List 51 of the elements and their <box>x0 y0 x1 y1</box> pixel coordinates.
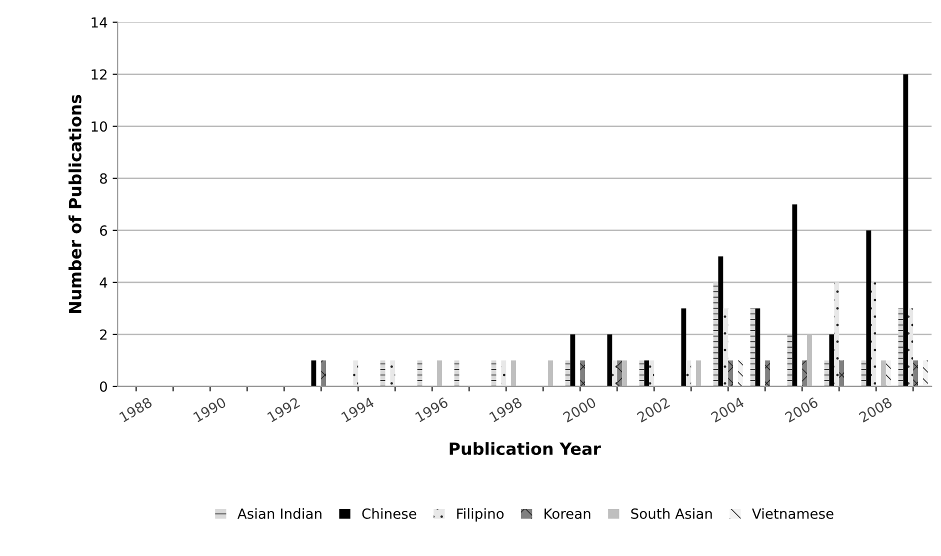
bar <box>570 334 576 386</box>
y-tick-label: 8 <box>100 173 107 184</box>
bar <box>829 334 834 386</box>
bar <box>792 204 798 386</box>
bar <box>755 308 760 386</box>
y-tick-label: 4 <box>100 278 108 288</box>
bar <box>908 308 914 386</box>
bar <box>644 360 650 386</box>
y-tick-label: 12 <box>92 69 107 80</box>
bar <box>612 360 618 386</box>
bar <box>922 360 928 386</box>
bar <box>866 230 872 386</box>
bar <box>728 360 734 386</box>
bar <box>871 282 876 386</box>
bar <box>839 360 844 386</box>
bar <box>353 360 358 386</box>
legend-label: Asian Indian <box>237 508 322 519</box>
legend-label: Korean <box>544 508 590 519</box>
bar <box>617 360 622 386</box>
bar <box>913 360 918 386</box>
bar <box>390 360 396 386</box>
bar <box>607 334 612 386</box>
bar <box>886 360 891 386</box>
legend-label: Vietnamese <box>752 508 834 519</box>
bar <box>580 360 586 386</box>
bar <box>681 308 686 386</box>
bar <box>649 360 654 386</box>
bar <box>787 334 792 386</box>
y-tick-label: 0 <box>100 381 107 392</box>
x-axis-title: Publication Year <box>450 442 601 456</box>
bar <box>903 74 908 386</box>
bar <box>501 360 506 386</box>
bar <box>765 360 770 386</box>
legend-label: Filipino <box>457 508 504 522</box>
y-tick-label: 10 <box>92 121 107 132</box>
y-axis-title: Number of Publications <box>68 94 82 314</box>
y-tick-label: 14 <box>92 17 108 28</box>
legend-label: Chinese <box>362 508 416 519</box>
bar <box>713 282 718 386</box>
y-tick-label: 6 <box>100 225 108 236</box>
bar <box>898 308 904 386</box>
bar <box>834 282 840 386</box>
bar <box>321 360 326 386</box>
bar <box>686 360 692 386</box>
bar <box>802 360 808 386</box>
bar <box>738 360 743 386</box>
y-tick-label: 2 <box>100 329 107 340</box>
bar <box>718 256 724 386</box>
legend-label: South Asian <box>631 508 712 519</box>
bar <box>723 308 728 386</box>
bar <box>750 308 756 386</box>
